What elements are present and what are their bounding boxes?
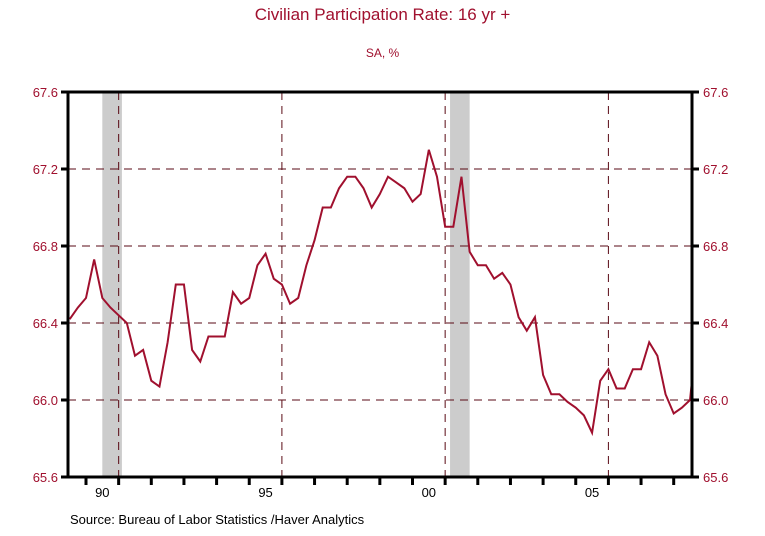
y-tick-label-left: 66.0 (33, 393, 58, 408)
source-note: Source: Bureau of Labor Statistics /Have… (70, 512, 365, 527)
x-tick-label: 00 (422, 485, 436, 500)
x-tick-label: 05 (585, 485, 599, 500)
y-tick-label-right: 66.8 (703, 239, 728, 254)
plot-frame (66, 90, 694, 479)
chart-subtitle: SA, % (365, 46, 400, 60)
y-tick-label-left: 66.4 (33, 316, 58, 331)
y-tick-label-right: 65.6 (703, 470, 728, 485)
recession-bar (102, 92, 122, 477)
y-tick-label-left: 67.2 (33, 162, 58, 177)
y-tick-label-right: 66.4 (703, 316, 728, 331)
y-tick-label-left: 65.6 (33, 470, 58, 485)
series-line (68, 149, 693, 437)
y-tick-label-right: 66.0 (703, 393, 728, 408)
chart-title: Civilian Participation Rate: 16 yr + (254, 5, 511, 24)
y-tick-label-left: 67.6 (33, 85, 58, 100)
y-tick-label-left: 66.8 (33, 239, 58, 254)
y-tick-label-right: 67.6 (703, 85, 728, 100)
x-tick-label: 95 (258, 485, 272, 500)
y-tick-label-right: 67.2 (703, 162, 728, 177)
recession-bar (450, 92, 470, 477)
x-tick-label: 90 (95, 485, 109, 500)
